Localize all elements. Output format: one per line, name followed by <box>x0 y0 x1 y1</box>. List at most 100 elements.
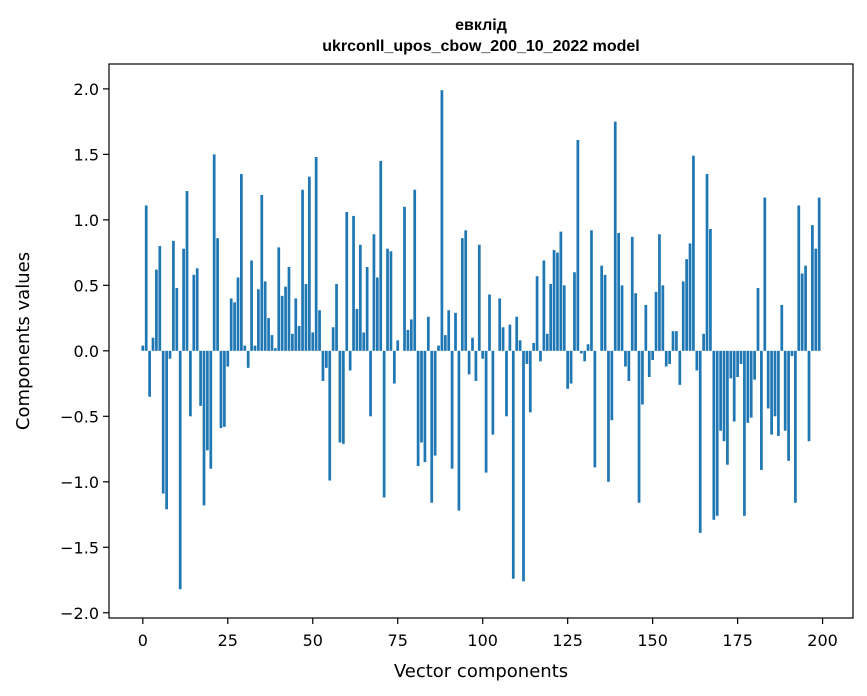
y-tick-label: −1.0 <box>60 473 99 492</box>
bar <box>647 350 651 378</box>
bar <box>586 344 590 351</box>
bar <box>202 350 206 506</box>
bar <box>423 350 427 463</box>
bar <box>715 350 719 516</box>
bar <box>267 318 270 351</box>
bar <box>345 212 349 351</box>
bar <box>471 337 474 351</box>
bar <box>226 350 230 367</box>
bar <box>161 350 165 494</box>
bar <box>692 155 695 351</box>
x-tick-label: 25 <box>218 631 238 650</box>
y-tick-label: −1.5 <box>60 538 99 557</box>
bar <box>328 350 332 481</box>
bar <box>501 327 505 351</box>
bar <box>243 345 247 351</box>
bar <box>702 333 705 351</box>
bar <box>542 260 546 351</box>
bar <box>155 269 158 351</box>
bar <box>437 345 440 351</box>
bar <box>583 350 587 362</box>
bar <box>280 295 284 351</box>
bar <box>658 234 661 351</box>
y-tick-label: −0.5 <box>60 407 99 426</box>
x-tick-label: 0 <box>138 631 148 650</box>
bar <box>158 246 162 351</box>
bar <box>199 350 202 406</box>
bar <box>443 335 447 351</box>
bar <box>508 324 512 351</box>
bar <box>314 156 318 351</box>
bar <box>736 350 739 378</box>
x-tick-label: 75 <box>388 631 408 650</box>
bar <box>569 350 573 384</box>
bar <box>365 267 369 351</box>
bar <box>223 350 226 427</box>
bar <box>253 345 257 351</box>
bar <box>216 238 219 351</box>
bar <box>375 277 379 351</box>
bar <box>773 350 777 417</box>
bar <box>817 197 821 351</box>
bar <box>484 350 488 473</box>
bar <box>668 350 671 364</box>
bar <box>787 350 790 461</box>
bar <box>270 335 274 351</box>
bar <box>579 350 583 354</box>
bar <box>566 350 570 389</box>
y-tick-label: 0.0 <box>74 342 99 361</box>
bar <box>549 284 553 351</box>
bar <box>552 249 556 351</box>
bar <box>556 252 559 351</box>
bar <box>726 350 729 465</box>
bar <box>804 265 807 351</box>
bar <box>600 265 604 351</box>
bar <box>426 316 430 351</box>
bar <box>274 348 277 351</box>
chart-subtitle: ukrconll_upos_cbow_200_10_2022 model <box>322 38 639 55</box>
bar <box>151 337 155 351</box>
bar <box>382 350 386 498</box>
bar <box>498 298 502 351</box>
bar <box>172 240 175 351</box>
bar <box>491 350 495 435</box>
bar <box>260 194 264 351</box>
x-axis-label: Vector components <box>394 661 568 682</box>
bar <box>644 304 648 351</box>
bar <box>413 189 417 351</box>
bar <box>743 350 746 516</box>
bar <box>814 248 818 351</box>
bar <box>212 154 216 351</box>
bar <box>719 350 722 431</box>
bar <box>790 350 794 357</box>
bar <box>148 350 151 397</box>
bar <box>277 247 281 351</box>
x-tick-label: 150 <box>637 631 668 650</box>
x-tick-label: 125 <box>552 631 583 650</box>
bar <box>324 350 328 368</box>
bar <box>348 350 352 371</box>
chart-title: евклід <box>455 17 507 34</box>
bar <box>610 350 614 421</box>
bar <box>308 176 311 351</box>
bar <box>396 340 400 351</box>
bar <box>338 350 342 443</box>
bar <box>603 274 607 351</box>
bar <box>447 310 451 351</box>
bar <box>590 230 593 351</box>
bar <box>811 225 814 351</box>
bar <box>304 284 308 351</box>
bar <box>807 350 811 442</box>
bar <box>749 350 753 418</box>
bar <box>291 333 294 351</box>
bar <box>559 231 563 351</box>
bar <box>593 350 597 468</box>
bar <box>671 331 675 351</box>
bar <box>178 350 182 590</box>
bar <box>664 350 668 367</box>
y-tick-label: −2.0 <box>60 604 99 623</box>
bar <box>770 350 773 435</box>
bar <box>141 345 145 351</box>
x-tick-label: 100 <box>467 631 498 650</box>
bar <box>464 230 468 351</box>
